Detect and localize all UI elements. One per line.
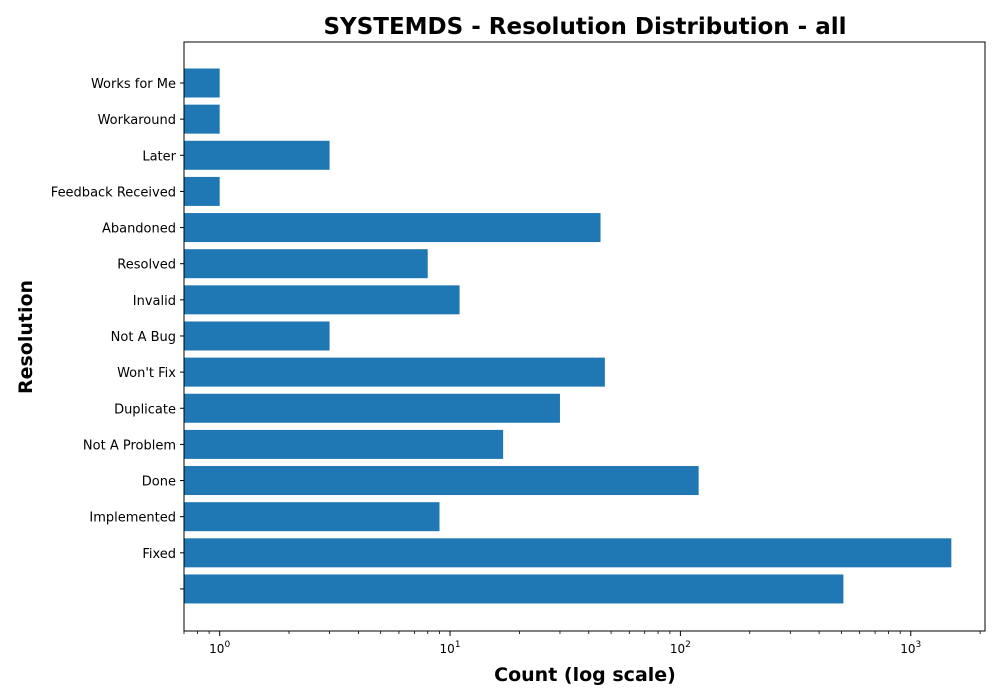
y-ticks-group: Works for Me Workaround Later Feedback Rece… <box>51 77 184 590</box>
bar <box>184 176 220 206</box>
x-axis-label: Count (log scale) <box>494 664 676 686</box>
y-tick-label: Implemented <box>89 511 176 526</box>
bar <box>184 393 560 423</box>
y-tick-label: Works for Me <box>91 77 176 92</box>
y-tick-label: Abandoned <box>102 222 176 237</box>
bar <box>184 68 220 98</box>
bar <box>184 538 952 568</box>
bars-group <box>184 68 952 604</box>
bar <box>184 357 605 387</box>
y-tick-label: Not A Problem <box>83 438 176 453</box>
bar <box>184 502 440 532</box>
bar <box>184 466 699 496</box>
chart-title: SYSTEMDS - Resolution Distribution - all <box>323 14 846 40</box>
x-ticks-group: 100 101 102 103 <box>183 631 981 656</box>
y-tick-label: Not A Bug <box>111 330 176 345</box>
y-tick-label: Resolved <box>117 258 176 273</box>
x-tick-label: 103 <box>900 640 921 656</box>
x-tick-label: 100 <box>209 640 230 656</box>
y-tick-label: Feedback Received <box>51 185 176 200</box>
bar <box>184 574 844 604</box>
y-axis-label: Resolution <box>15 280 37 394</box>
y-tick-label: Won't Fix <box>117 366 176 381</box>
y-tick-label: Duplicate <box>114 402 176 417</box>
bar <box>184 285 460 315</box>
y-tick-label: Invalid <box>133 294 176 309</box>
y-tick-label: Fixed <box>142 547 176 562</box>
x-tick-label: 102 <box>670 640 691 656</box>
y-tick-label: Done <box>142 475 176 490</box>
plot-frame <box>183 41 986 632</box>
y-tick-label: Workaround <box>98 113 176 128</box>
bar <box>184 249 428 279</box>
bar <box>184 104 220 134</box>
bar <box>184 140 330 170</box>
y-tick-label: Later <box>142 149 176 164</box>
x-tick-label: 101 <box>440 640 461 656</box>
bar <box>184 321 330 351</box>
bar <box>184 429 504 459</box>
bar <box>184 213 601 243</box>
